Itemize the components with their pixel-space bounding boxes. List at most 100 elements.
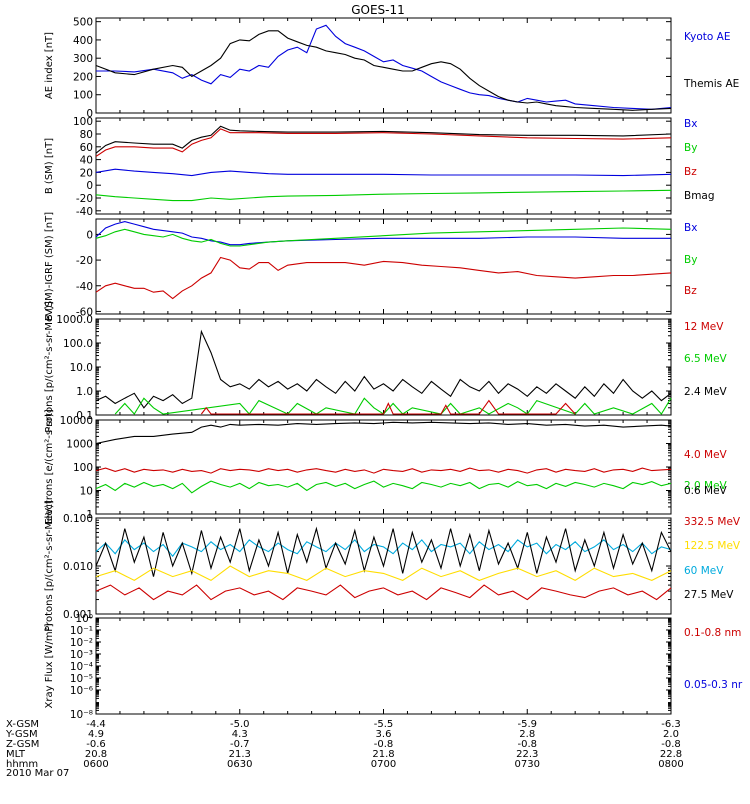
legend-entry: 60 MeV bbox=[684, 565, 724, 577]
series-line-bmag bbox=[95, 125, 672, 154]
orbit-row-label: X-GSM bbox=[6, 719, 39, 730]
panel-ae: 500 400 300 200 100 0 AE index [nT] Kyoto AE The… bbox=[44, 17, 739, 120]
panel-protons_high: 0.100 0.010 0.001 Protons [p/(cm²-s-sr-MeV)… bbox=[44, 500, 741, 632]
series-line-6-5-mev bbox=[114, 397, 672, 415]
y-axis-label: Protons [p/(cm²-s-sr-MeV)] bbox=[44, 301, 55, 433]
y-tick-label: -40 bbox=[76, 206, 93, 218]
legend-entry: 2.0 MeV bbox=[684, 480, 728, 492]
y-tick-label: -40 bbox=[76, 281, 93, 293]
orbit-value: 0730 bbox=[515, 759, 540, 770]
y-tick-label: 10⁻⁴ bbox=[70, 661, 93, 673]
y-tick-label: 1000.0 bbox=[56, 314, 93, 326]
y-axis-label: Xray Flux [W/m²] bbox=[44, 623, 55, 708]
legend-entry: Bz bbox=[684, 285, 697, 297]
legend-entry: Themis AE bbox=[683, 78, 739, 90]
series-line-12-mev bbox=[200, 399, 576, 415]
panel-bdiff: 0 -20 -40 -60 B (SM)-IGRF (SM) [nT] Bx By Bz bbox=[44, 212, 697, 321]
legend-entry: Bmag bbox=[684, 190, 715, 202]
panel-frame bbox=[95, 17, 672, 114]
orbit-value: 0800 bbox=[658, 759, 683, 770]
orbit-value: 21.3 bbox=[229, 749, 251, 760]
y-tick-label: 10 bbox=[80, 486, 93, 498]
y-tick-label: 400 bbox=[73, 35, 93, 47]
orbit-value: 4.3 bbox=[232, 729, 248, 740]
series-line-60-mev bbox=[95, 539, 672, 558]
y-tick-label: 20 bbox=[80, 167, 93, 179]
legend-entry: 12 MeV bbox=[684, 321, 724, 333]
legend-entry: Bx bbox=[684, 222, 697, 234]
y-tick-label: 0 bbox=[86, 229, 93, 241]
orbit-value: -5.9 bbox=[517, 719, 537, 730]
y-tick-label: 0 bbox=[86, 180, 93, 192]
orbit-value: 2.0 bbox=[663, 729, 679, 740]
legend-entry: 27.5 MeV bbox=[684, 589, 734, 601]
orbit-value: 2.8 bbox=[519, 729, 535, 740]
y-tick-label: 10⁰ bbox=[75, 613, 93, 625]
orbit-value: 21.8 bbox=[372, 749, 394, 760]
y-tick-label: -60 bbox=[76, 306, 93, 318]
orbit-value: -0.8 bbox=[517, 739, 537, 750]
series-line-27-5-mev bbox=[95, 526, 672, 577]
legend-entry: Bz bbox=[684, 166, 697, 178]
orbit-value: 22.3 bbox=[516, 749, 538, 760]
legend-entry: 4.0 MeV bbox=[684, 449, 728, 461]
y-tick-label: 100 bbox=[73, 462, 93, 474]
legend-entry: 6.5 MeV bbox=[684, 353, 728, 365]
orbit-row-label: hhmm bbox=[6, 759, 38, 770]
y-tick-label: 500 bbox=[73, 17, 93, 29]
orbit-value: 3.6 bbox=[376, 729, 392, 740]
series-line-bz bbox=[95, 256, 672, 300]
panel-frame bbox=[95, 419, 672, 515]
orbit-value: 4.9 bbox=[88, 729, 104, 740]
orbit-row-label: MLT bbox=[6, 749, 26, 760]
y-tick-label: 0.1 bbox=[76, 410, 93, 422]
orbit-value: 22.8 bbox=[660, 749, 682, 760]
series-line-122-5-mev bbox=[95, 565, 672, 582]
y-tick-label: 80 bbox=[80, 129, 93, 141]
panel-frame bbox=[95, 617, 672, 715]
orbit-value: -4.4 bbox=[86, 719, 106, 730]
y-axis-label: Electrons [e/(cm²-s-sr)] bbox=[44, 409, 55, 525]
legend-entry: 0.05-0.3 nr bbox=[684, 679, 743, 691]
panel-electrons: 10000 1000 100 10 1 Electrons [e/(cm²-s-sr)] 4… bbox=[44, 409, 728, 525]
y-tick-label: 1000 bbox=[66, 439, 93, 451]
orbit-row-label: 2010 Mar 07 bbox=[6, 768, 69, 779]
orbit-value: 0700 bbox=[371, 759, 396, 770]
y-tick-label: 100.0 bbox=[63, 338, 93, 350]
orbit-value: -5.0 bbox=[230, 719, 250, 730]
series-line-bz bbox=[95, 128, 672, 157]
y-tick-label: 10⁻⁵ bbox=[70, 673, 93, 685]
y-tick-label: 300 bbox=[73, 53, 93, 65]
series-line-by bbox=[95, 227, 672, 247]
panel-frame bbox=[95, 318, 672, 416]
orbit-value: -0.8 bbox=[374, 739, 394, 750]
series-line-bx bbox=[95, 168, 672, 177]
series-line-0-6-mev bbox=[95, 421, 672, 445]
y-axis-label: B (SM)-IGRF (SM) [nT] bbox=[44, 212, 55, 321]
series-line-332-5-mev bbox=[95, 584, 672, 601]
y-tick-label: 10⁻¹ bbox=[70, 625, 93, 637]
y-tick-label: 1 bbox=[86, 509, 93, 521]
orbit-value: 20.8 bbox=[85, 749, 107, 760]
y-tick-label: 100 bbox=[73, 90, 93, 102]
series-line-bx bbox=[95, 221, 671, 246]
orbit-row-label: Y-GSM bbox=[5, 729, 38, 740]
y-tick-label: 10⁻² bbox=[70, 637, 93, 649]
series-line-2-0-mev bbox=[95, 480, 672, 494]
legend-entry: 332.5 MeV bbox=[684, 516, 741, 528]
legend-entry: Bx bbox=[684, 118, 697, 130]
series-line-4-0-mev bbox=[95, 467, 672, 474]
orbit-row-label: Z-GSM bbox=[6, 739, 39, 750]
y-tick-label: 0.100 bbox=[63, 513, 93, 525]
y-tick-label: -20 bbox=[76, 193, 93, 205]
y-tick-label: 10⁻³ bbox=[70, 649, 93, 661]
series-line-kyoto-ae bbox=[96, 24, 672, 110]
y-tick-label: 0.010 bbox=[63, 561, 93, 573]
y-tick-label: 10000 bbox=[60, 415, 93, 427]
orbit-value: -5.5 bbox=[374, 719, 394, 730]
orbit-value: -0.7 bbox=[230, 739, 250, 750]
